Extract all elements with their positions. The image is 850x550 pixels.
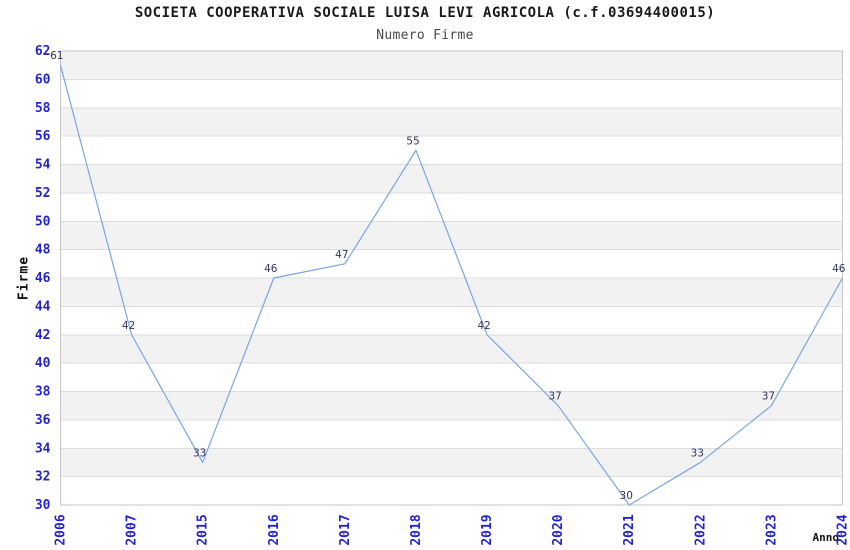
x-tick-label: 2015: [196, 514, 211, 545]
data-point-label: 42: [122, 320, 135, 332]
y-tick-label: 40: [35, 356, 51, 371]
x-axis-title: Anno: [812, 531, 840, 544]
chart-subtitle: Numero Firme: [376, 28, 474, 43]
data-point-label: 42: [477, 320, 490, 332]
x-tick-label: 2017: [338, 514, 353, 545]
y-tick-label: 38: [35, 385, 51, 400]
y-tick-label: 34: [35, 441, 51, 456]
data-point-label: 33: [193, 447, 206, 459]
x-tick-label: 2007: [125, 514, 140, 545]
data-point-label: 47: [335, 249, 348, 261]
chart-title: SOCIETA COOPERATIVA SOCIALE LUISA LEVI A…: [134, 5, 716, 21]
data-point-label: 37: [548, 391, 561, 403]
x-tick-label: 2018: [409, 514, 424, 545]
plot-band: [60, 278, 843, 307]
y-tick-label: 54: [35, 158, 51, 173]
x-tick-label: 2020: [551, 514, 566, 545]
y-tick-label: 60: [35, 72, 51, 87]
data-point-label: 46: [832, 263, 846, 275]
plot-band: [60, 334, 843, 364]
y-tick-label: 32: [35, 470, 51, 485]
plot-band: [60, 391, 843, 420]
x-tick-label: 2016: [267, 514, 282, 545]
y-tick-label: 52: [35, 186, 51, 201]
data-point-label: 37: [762, 391, 775, 403]
x-tick-label: 2023: [764, 514, 779, 545]
plot-band: [60, 221, 843, 250]
data-point-label: 46: [264, 263, 278, 275]
y-tick-label: 42: [35, 328, 51, 343]
plot-band: [60, 448, 843, 477]
plot-band: [60, 164, 843, 193]
data-point-label: 61: [50, 50, 63, 62]
plot-band: [60, 107, 843, 137]
y-tick-label: 36: [35, 413, 51, 428]
data-point-label: 55: [406, 135, 419, 147]
y-tick-label: 56: [35, 129, 51, 144]
y-tick-label: 44: [35, 299, 51, 314]
x-tick-label: 2019: [480, 514, 495, 545]
plot-band: [60, 51, 843, 80]
x-tick-label: 2022: [693, 514, 708, 545]
y-tick-label: 30: [35, 498, 51, 513]
y-tick-label: 62: [35, 44, 51, 59]
y-tick-label: 46: [35, 271, 51, 286]
data-point-label: 33: [691, 447, 704, 459]
y-tick-label: 58: [35, 101, 51, 116]
y-tick-label: 48: [35, 243, 51, 258]
data-point-label: 30: [620, 490, 633, 502]
y-tick-label: 50: [35, 214, 51, 229]
x-tick-label: 2024: [836, 514, 850, 545]
x-tick-label: 2021: [622, 514, 637, 545]
series-line: [59, 65, 844, 506]
x-tick-label: 2006: [54, 514, 69, 545]
